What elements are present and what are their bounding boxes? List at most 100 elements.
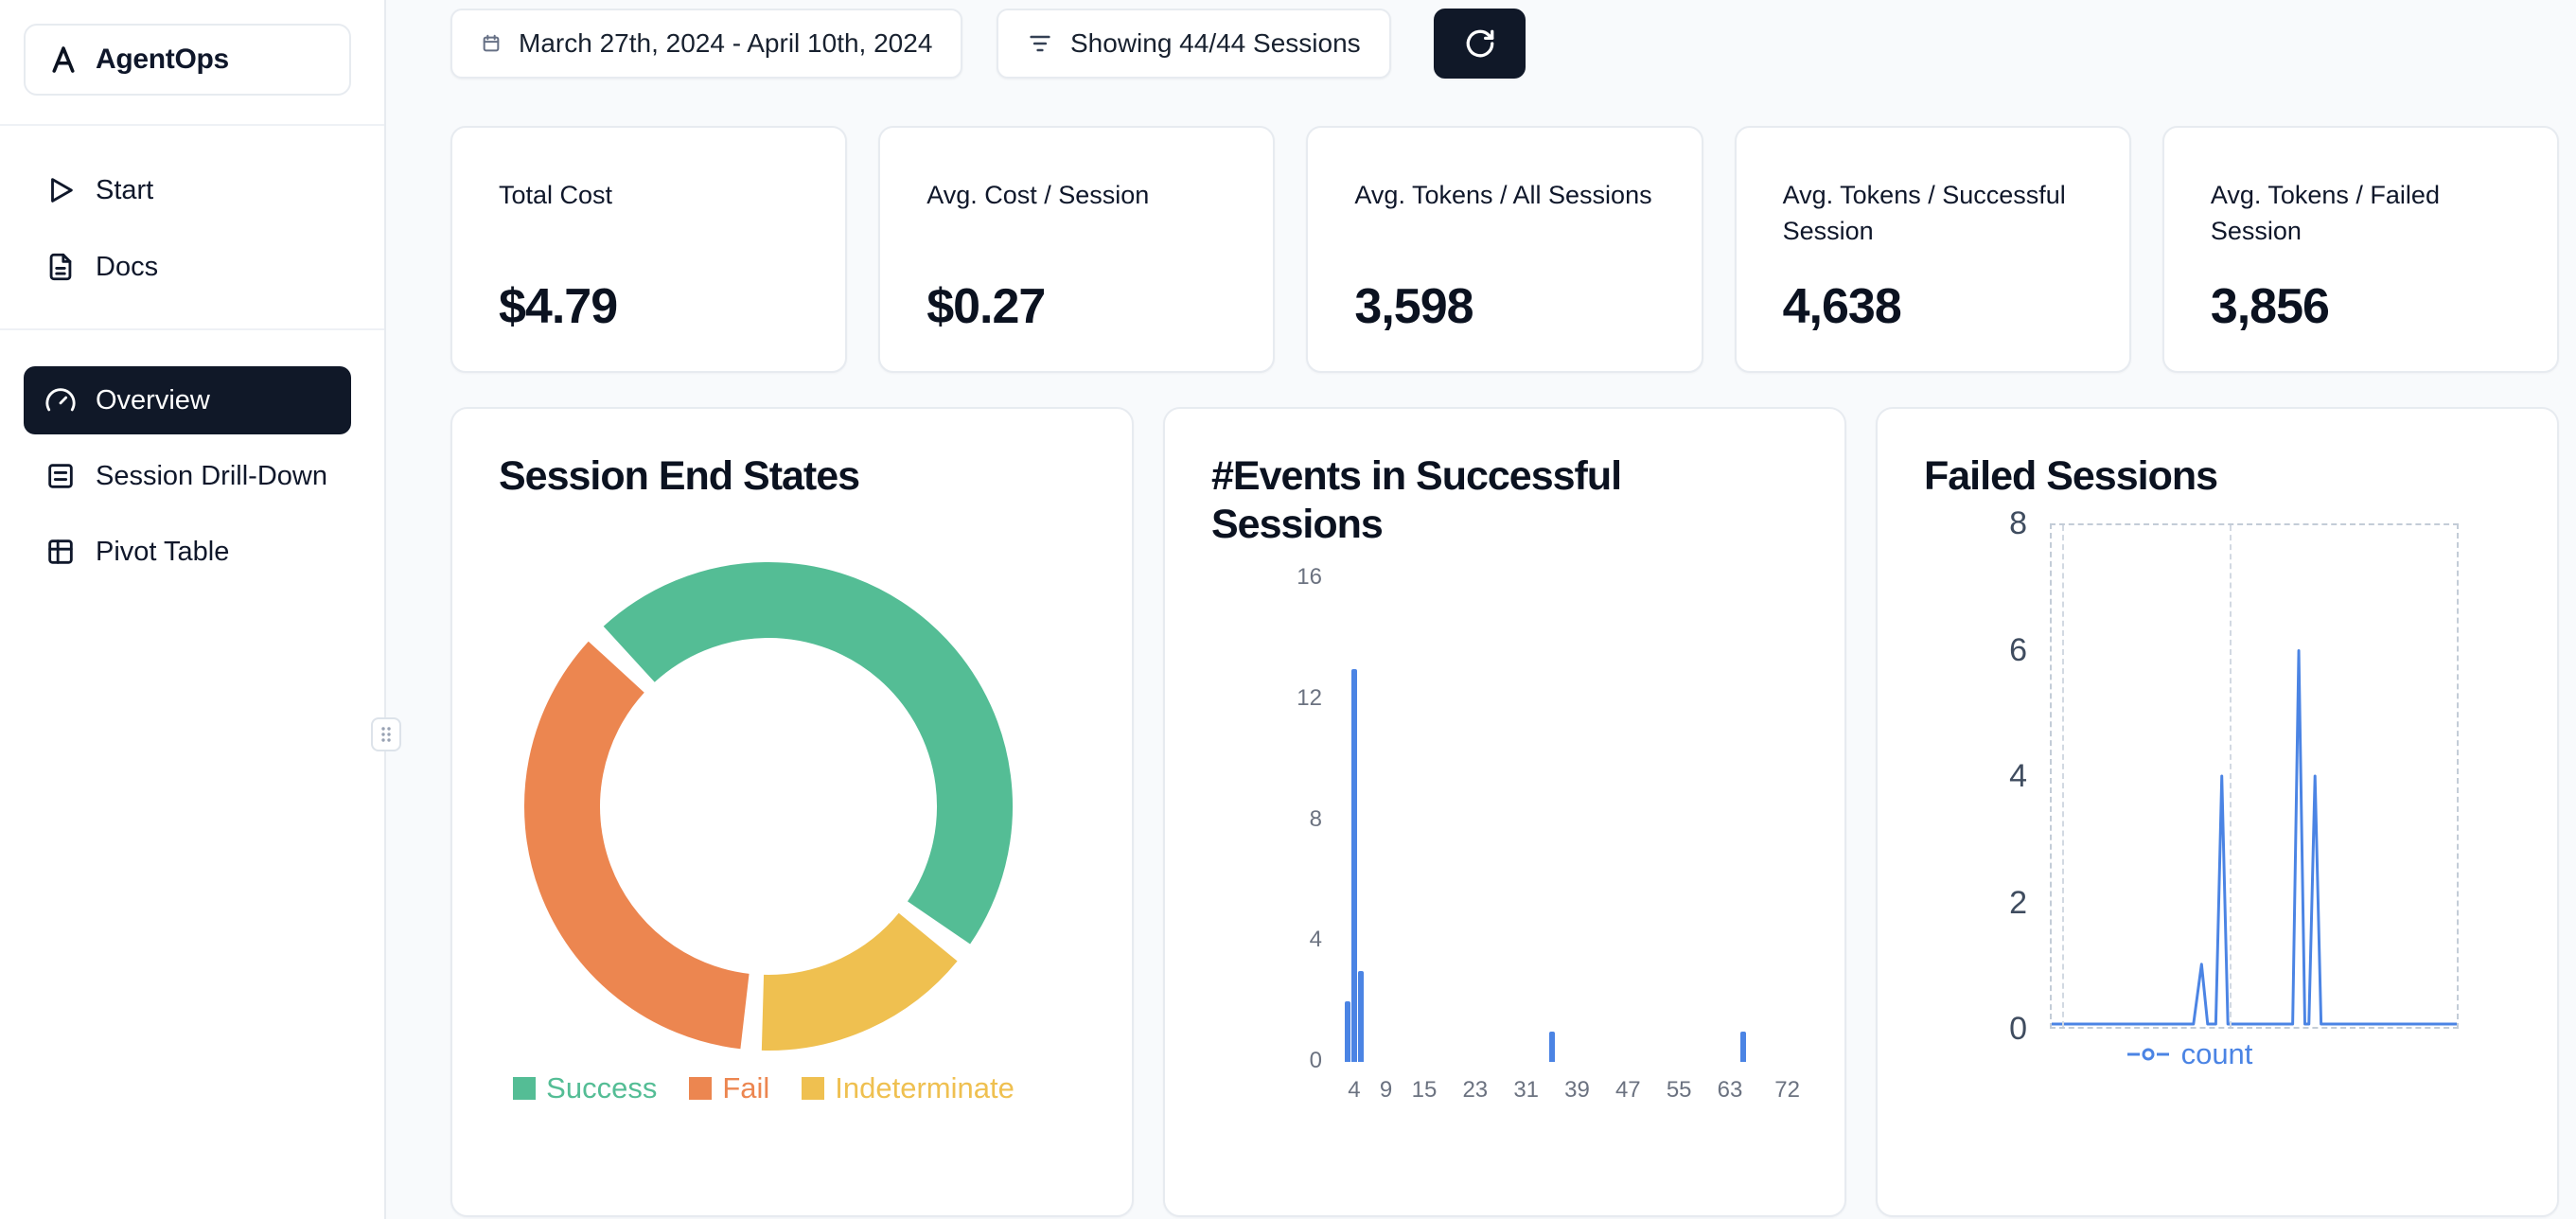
list-card-icon	[48, 464, 73, 488]
date-range-button[interactable]: March 27th, 2024 - April 10th, 2024	[450, 9, 963, 79]
donut-chart	[522, 560, 1015, 1052]
donut-svg	[524, 562, 1013, 1051]
sidebar-item-pivot-table[interactable]: Pivot Table	[24, 518, 351, 586]
legend-item-fail: Fail	[689, 1071, 769, 1105]
y-tick-label: 8	[2009, 505, 2027, 541]
stat-value: $0.27	[926, 279, 1046, 334]
legend-swatch	[689, 1077, 713, 1100]
failed-line-svg	[2052, 649, 2457, 1026]
x-tick-label: 23	[1462, 1077, 1489, 1103]
legend-label: Success	[546, 1071, 658, 1104]
sidebar-item-session-drill-down[interactable]: Session Drill-Down	[24, 442, 351, 510]
sidebar-item-label: Pivot Table	[96, 536, 230, 567]
table-icon	[48, 539, 73, 564]
gauge-icon	[45, 388, 76, 412]
chart-title: Failed Sessions	[1924, 453, 2218, 499]
legend-swatch	[513, 1077, 537, 1100]
failed-legend[interactable]: count	[1982, 1037, 2398, 1071]
sessions-filter-button[interactable]: Showing 44/44 Sessions	[997, 9, 1391, 79]
y-tick-label: 0	[1309, 1048, 1322, 1073]
app-name: AgentOps	[96, 44, 229, 75]
sidebar-item-start[interactable]: Start	[24, 156, 351, 224]
donut-segment-indeterminate	[761, 912, 958, 1051]
stat-card-avg-tokens-all: Avg. Tokens / All Sessions 3,598	[1306, 126, 1703, 373]
legend-item-success: Success	[513, 1071, 657, 1105]
stat-card-total-cost: Total Cost $4.79	[450, 126, 848, 373]
y-tick-label: 8	[1309, 805, 1322, 832]
stat-value: 3,856	[2210, 279, 2330, 334]
sidebar-item-overview[interactable]: Overview	[24, 366, 351, 434]
legend-swatch	[802, 1077, 825, 1100]
donut-segment-success	[603, 562, 1013, 945]
stat-label: Avg. Cost / Session	[926, 181, 1150, 209]
sidebar-divider	[0, 124, 384, 126]
stat-value: $4.79	[499, 279, 618, 334]
events-y-axis: 0 4 8 12 16	[1222, 564, 1322, 1073]
x-tick-label: 39	[1564, 1077, 1590, 1103]
chart-title: Session End States	[499, 453, 860, 499]
stat-card-avg-cost-session: Avg. Cost / Session $0.27	[878, 126, 1276, 373]
events-plot-area	[1329, 578, 1826, 1062]
x-tick-label: 4	[1348, 1077, 1361, 1103]
failed-y-axis: 0 2 4 6 8	[1906, 505, 2027, 1047]
stat-label: Total Cost	[499, 181, 613, 209]
sidebar-resize-handle[interactable]	[371, 717, 401, 751]
charts-row: Session End States Success Fail Indeterm…	[450, 407, 2559, 1217]
sidebar: AgentOps Start Docs Overview Session Dri…	[0, 0, 401, 1219]
y-tick-label: 16	[1297, 564, 1322, 590]
stat-card-avg-tokens-successful: Avg. Tokens / Successful Session 4,638	[1734, 126, 2131, 373]
legend-label: count	[2180, 1037, 2253, 1070]
grip-dots-icon	[381, 727, 391, 742]
x-tick-label: 63	[1717, 1077, 1743, 1103]
x-tick-label: 31	[1513, 1077, 1540, 1103]
grid-line	[2061, 525, 2064, 1027]
x-tick-label: 55	[1666, 1077, 1692, 1103]
histogram-bar	[1739, 1032, 1746, 1062]
events-x-axis: 4 9 15 23 31 39 47 55 63 72	[1329, 1077, 1826, 1107]
stat-label: Avg. Tokens / Successful Session	[1782, 181, 2066, 245]
sidebar-divider	[0, 328, 384, 330]
chart-title: #Events in Successful Sessions	[1211, 453, 1622, 547]
histogram-bar	[1357, 971, 1364, 1062]
y-tick-label: 4	[2009, 758, 2027, 794]
legend-label: Indeterminate	[835, 1071, 1015, 1104]
x-tick-label: 15	[1411, 1077, 1438, 1103]
y-tick-label: 4	[1309, 927, 1322, 953]
x-tick-label: 9	[1379, 1077, 1393, 1103]
sidebar-item-label: Session Drill-Down	[96, 460, 327, 491]
sidebar-item-label: Start	[96, 174, 154, 205]
sidebar-item-docs[interactable]: Docs	[24, 233, 351, 301]
sessions-filter-label: Showing 44/44 Sessions	[1070, 28, 1361, 58]
count-line	[2052, 649, 2457, 1026]
sidebar-item-label: Docs	[96, 251, 159, 282]
stat-value: 3,598	[1354, 279, 1473, 334]
histogram-bar	[1345, 1001, 1351, 1062]
histogram-bar	[1350, 668, 1357, 1062]
stat-label: Avg. Tokens / All Sessions	[1354, 181, 1652, 209]
calendar-icon	[483, 34, 500, 52]
y-tick-label: 6	[2009, 631, 2027, 668]
stat-label: Avg. Tokens / Failed Session	[2210, 181, 2440, 245]
stat-value: 4,638	[1782, 279, 1902, 334]
events-histogram-card: #Events in Successful Sessions 0 4 8 12 16 4…	[1163, 407, 1846, 1217]
y-tick-label: 0	[2009, 1011, 2027, 1047]
legend-item-indeterminate: Indeterminate	[802, 1071, 1015, 1105]
donut-segment-fail	[524, 641, 750, 1050]
stats-row: Total Cost $4.79 Avg. Cost / Session $0.…	[450, 126, 2560, 373]
grid-line	[2230, 525, 2232, 1027]
x-tick-label: 47	[1614, 1077, 1641, 1103]
line-legend-icon	[2126, 1048, 2169, 1061]
play-icon	[51, 178, 73, 203]
failed-plot-area	[2050, 523, 2459, 1029]
legend-label: Fail	[722, 1071, 770, 1104]
donut-legend: Success Fail Indeterminate	[452, 1071, 1075, 1105]
refresh-button[interactable]	[1434, 9, 1526, 79]
filter-icon	[1030, 35, 1050, 52]
date-range-label: March 27th, 2024 - April 10th, 2024	[519, 28, 933, 58]
histogram-bar	[1548, 1032, 1555, 1062]
logo[interactable]: AgentOps	[24, 24, 351, 96]
y-tick-label: 12	[1297, 684, 1322, 711]
session-end-states-card: Session End States Success Fail Indeterm…	[450, 407, 1134, 1217]
x-tick-label: 72	[1774, 1077, 1800, 1103]
refresh-icon	[1466, 29, 1493, 58]
